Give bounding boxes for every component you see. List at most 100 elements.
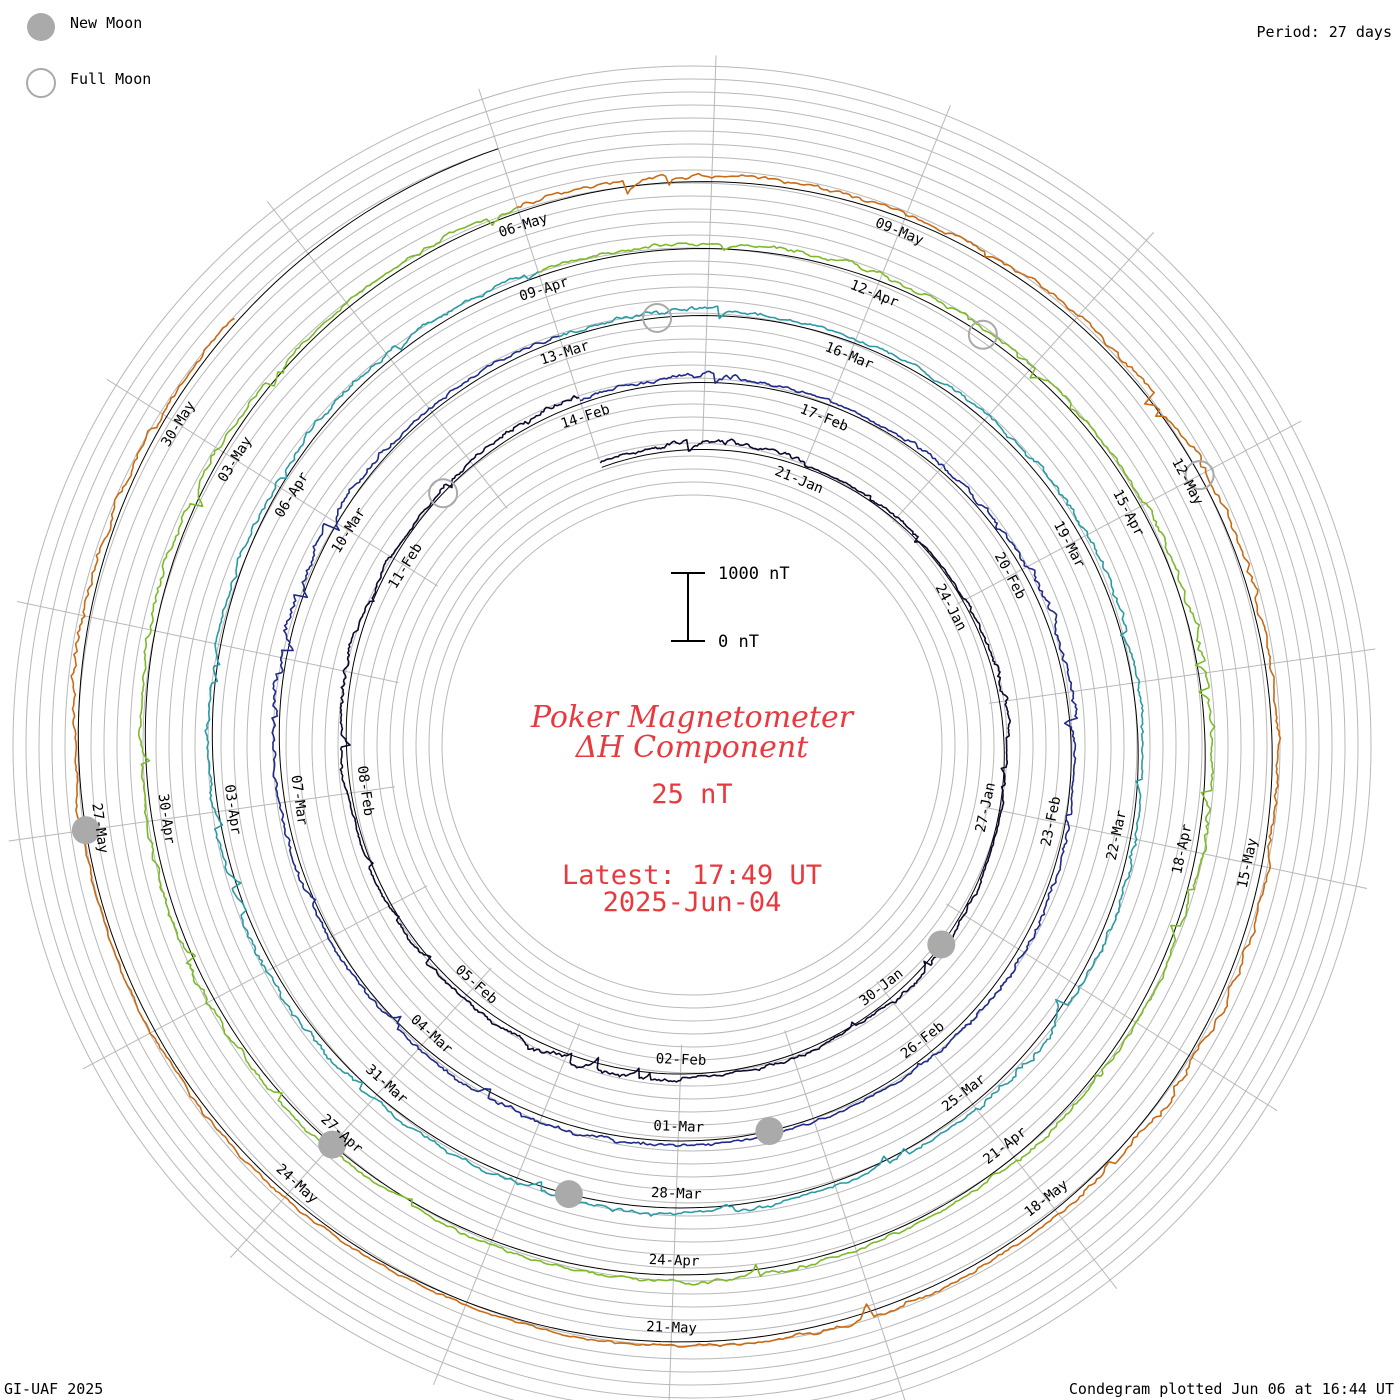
grid-ring — [155, 208, 1229, 1282]
grid-ring — [220, 273, 1164, 1217]
full-moon-marker — [642, 302, 673, 333]
new-moon-marker — [554, 1180, 583, 1209]
grid-ring — [415, 468, 969, 1022]
grid-spoke — [956, 420, 1302, 605]
grid-spoke — [803, 105, 951, 468]
grid-ring — [64, 117, 1320, 1373]
grid-ring — [363, 416, 1021, 1074]
grid-ring — [259, 312, 1125, 1178]
date-label: 30-Jan — [857, 966, 907, 1010]
date-labels: 21-Jan 24-Jan 27-Jan 30-Jan 02-Feb 05-Feb 08-F… — [88, 210, 1261, 1337]
grid-ring — [116, 169, 1268, 1321]
date-label: 14-Feb — [559, 401, 612, 432]
period-label: Period: 27 days — [1257, 23, 1392, 41]
grid-ring — [350, 403, 1034, 1087]
latest-date: 2025-Jun-04 — [603, 887, 782, 918]
scale-value: 25 nT — [651, 779, 732, 810]
date-label: 04-Mar — [407, 1012, 455, 1058]
chart-title-line1: Poker Magnetometer — [530, 700, 855, 735]
grid-spoke — [82, 885, 428, 1070]
latest-time: Latest: 17:49 UT — [562, 860, 822, 891]
date-label: 21-Jan — [772, 463, 825, 497]
trace-1 — [339, 395, 1011, 1083]
grid-spoke — [433, 1022, 581, 1385]
date-label: 15-May — [1235, 837, 1261, 890]
grid-ring — [129, 182, 1255, 1308]
grid-ring — [103, 156, 1281, 1334]
full-moon-legend-label: Full Moon — [70, 70, 151, 88]
grid-ring — [38, 91, 1346, 1399]
grid-spoke — [16, 601, 399, 684]
date-label: 02-Feb — [655, 1051, 706, 1069]
grid-ring — [389, 442, 995, 1048]
footer-credit: GI-UAF 2025 — [4, 1380, 103, 1398]
grid-spoke — [989, 648, 1376, 704]
grid-ring — [51, 104, 1333, 1386]
date-label: 24-Apr — [648, 1252, 699, 1270]
grid-ring — [441, 494, 943, 996]
chart-title-line2: ΔH Component — [575, 730, 809, 765]
grid-spoke — [985, 806, 1368, 889]
grid-spoke — [876, 981, 1118, 1290]
date-label: 03-Apr — [221, 783, 244, 835]
date-label: 07-Mar — [287, 774, 310, 826]
data-traces — [70, 172, 1282, 1348]
grid-ring — [168, 221, 1216, 1269]
grid-rings — [12, 65, 1372, 1400]
grid-ring — [142, 195, 1242, 1295]
date-label: 27-Jan — [973, 781, 999, 834]
new-moon-marker — [755, 1117, 784, 1146]
new-moon-marker — [71, 816, 100, 845]
grid-spoke — [668, 1044, 683, 1400]
grid-ring — [194, 247, 1190, 1243]
grid-ring — [25, 78, 1359, 1400]
grid-ring — [181, 234, 1203, 1256]
grid-ring — [337, 390, 1047, 1100]
scale-bar-bottom-label: 0 nT — [718, 632, 759, 652]
grid-ring — [428, 481, 956, 1009]
grid-spoke — [701, 55, 717, 446]
grid-ring — [311, 364, 1073, 1126]
date-label: 01-Mar — [653, 1118, 704, 1136]
new-moon-legend-icon — [27, 13, 55, 41]
date-label: 30-Apr — [155, 793, 178, 845]
grid-ring — [324, 377, 1060, 1113]
scale-bar-top-label: 1000 nT — [718, 564, 790, 584]
full-moon-marker — [428, 478, 459, 509]
date-label: 24-Jan — [932, 581, 970, 633]
date-label: 16-Mar — [823, 339, 876, 373]
new-moon-legend-label: New Moon — [70, 14, 142, 32]
trace-2 — [271, 335, 1079, 1147]
grid-spoke — [106, 378, 438, 587]
trace-3 — [204, 270, 1144, 1217]
full-moon-marker — [967, 319, 998, 350]
footer-plot-time: Condegram plotted Jun 06 at 16:44 UT — [1069, 1380, 1394, 1398]
grid-ring — [246, 299, 1138, 1191]
date-label: 28-Mar — [651, 1185, 702, 1203]
full-moon-marker — [1184, 460, 1215, 491]
grid-ring — [233, 286, 1151, 1204]
moon-markers — [71, 302, 1215, 1209]
date-label: 21-May — [646, 1319, 697, 1337]
date-label: 03-May — [215, 434, 255, 485]
new-moon-marker — [927, 930, 956, 959]
new-moon-marker — [318, 1130, 347, 1159]
grid-spoke — [478, 88, 600, 460]
date-label: 08-Feb — [354, 765, 377, 817]
grid-ring — [12, 65, 1372, 1400]
grid-spoke — [784, 1030, 906, 1400]
grid-ring — [402, 455, 982, 1035]
grid-spoke — [266, 200, 508, 509]
date-label: 09-Apr — [517, 274, 570, 305]
trace-5 — [70, 172, 1282, 1348]
date-label: 26-Feb — [898, 1018, 948, 1062]
grid-spokes — [8, 55, 1376, 1400]
date-label: 05-Feb — [452, 962, 500, 1008]
date-label: 15-Apr — [1109, 487, 1147, 539]
grid-spoke — [892, 231, 1155, 523]
baseline-spiral — [77, 148, 1273, 1343]
date-label: 27-May — [88, 802, 111, 854]
baseline-spiral-path — [77, 148, 1273, 1343]
grid-ring — [285, 338, 1099, 1152]
